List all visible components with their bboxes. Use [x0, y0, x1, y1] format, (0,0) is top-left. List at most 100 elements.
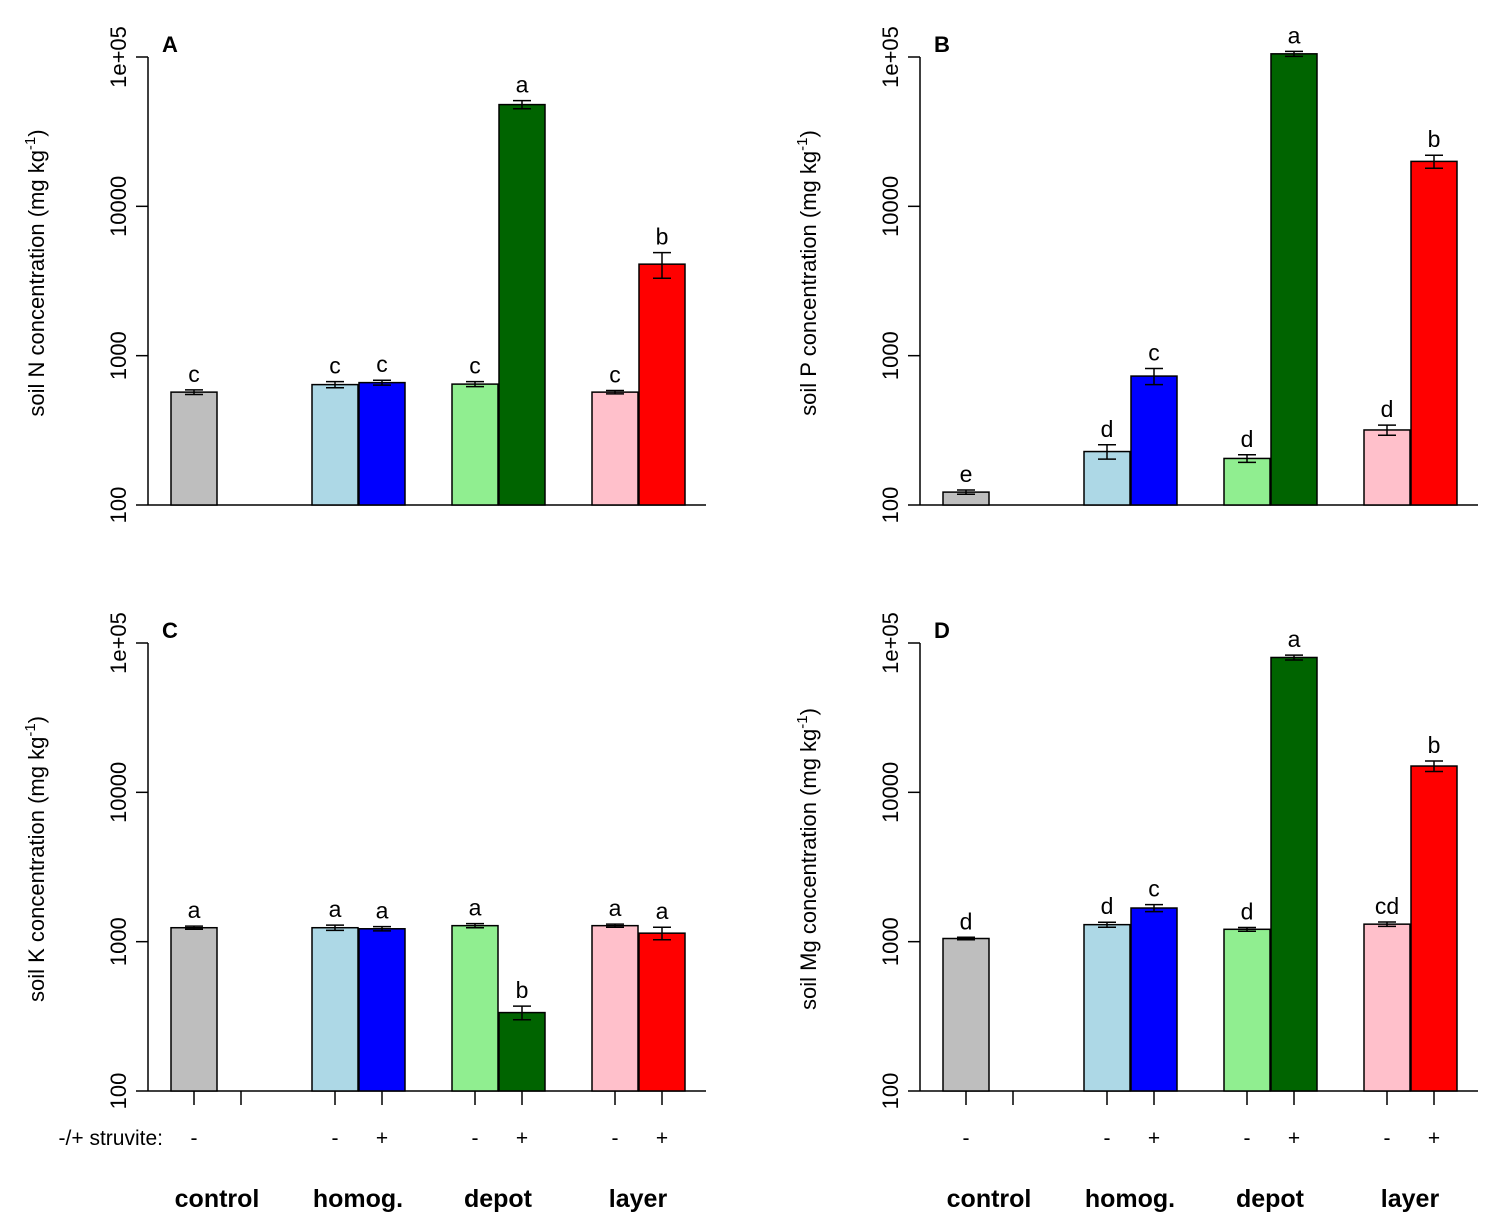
struvite-sign: - [1244, 1127, 1251, 1150]
group-label: layer [609, 1185, 668, 1213]
bar [1223, 928, 1271, 1092]
bar [451, 924, 499, 1092]
struvite-sign: - [1384, 1127, 1391, 1150]
y-tick-label: 10000 [106, 762, 131, 823]
y-tick-label: 100 [106, 487, 131, 524]
group-label: depot [1236, 1185, 1305, 1213]
y-tick-label: 1000 [878, 331, 903, 380]
bar [1410, 160, 1458, 506]
bar [170, 926, 218, 1092]
significance-letter: c [329, 353, 341, 379]
y-axis-label: soil K concentration (mg kg-1) [22, 716, 49, 1002]
panel-b: 100 1000 10000 1e+05 soil P concentration (m… [794, 22, 1478, 523]
significance-letter: d [1241, 898, 1254, 924]
significance-letter: b [656, 224, 669, 250]
panel-label: A [162, 32, 178, 57]
significance-letter: c [609, 361, 621, 387]
bar [498, 103, 546, 506]
significance-letter: a [188, 897, 201, 923]
bar [170, 391, 218, 506]
bar [1363, 923, 1411, 1092]
bar [591, 924, 639, 1092]
group-label: homog. [1085, 1185, 1175, 1213]
bar [1223, 457, 1271, 506]
y-axis-label: soil Mg concentration (mg kg-1) [794, 708, 821, 1010]
y-tick-label: 10000 [106, 176, 131, 237]
struvite-sign: + [1428, 1127, 1440, 1150]
significance-letter: b [1428, 126, 1441, 152]
bar [1410, 765, 1458, 1092]
significance-letter: d [1101, 893, 1114, 919]
struvite-sign: - [963, 1127, 970, 1150]
bar [1270, 53, 1318, 506]
bar [638, 263, 686, 506]
significance-letter: c [469, 353, 481, 379]
y-tick-label: 1e+05 [106, 26, 131, 88]
struvite-sign: - [1104, 1127, 1111, 1150]
struvite-sign: + [656, 1127, 668, 1150]
bar [1130, 907, 1178, 1092]
group-label: homog. [313, 1185, 403, 1213]
bar [1083, 923, 1131, 1092]
struvite-sign: + [1148, 1127, 1160, 1150]
struvite-label: -/+ struvite: [59, 1127, 163, 1150]
significance-letter: a [516, 72, 529, 98]
y-axis-label: soil N concentration (mg kg-1) [22, 129, 49, 416]
bar [311, 383, 359, 506]
significance-letter: c [1148, 876, 1160, 902]
significance-letter: a [609, 895, 622, 921]
significance-letter: d [960, 908, 973, 934]
significance-letter: b [516, 977, 529, 1003]
significance-letter: cd [1375, 893, 1399, 919]
bar [451, 383, 499, 506]
struvite-sign: - [191, 1127, 198, 1150]
significance-letter: d [1381, 396, 1394, 422]
y-tick-label: 10000 [878, 762, 903, 823]
bar [638, 932, 686, 1092]
significance-letter: e [960, 461, 973, 487]
bar [1270, 656, 1318, 1092]
group-label: control [947, 1185, 1032, 1213]
significance-letter: a [1288, 626, 1301, 652]
struvite-sign: + [1288, 1127, 1300, 1150]
panel-label: B [934, 32, 950, 57]
bar [942, 937, 990, 1092]
group-label: control [175, 1185, 260, 1213]
bar [1083, 450, 1131, 506]
panel-a: 100 1000 10000 1e+05 soil N concentration (m… [22, 26, 706, 523]
panel-c: 100 1000 10000 1e+05 soil K concentration (m… [22, 612, 706, 1109]
y-tick-label: 100 [878, 487, 903, 524]
panel-label: D [934, 618, 950, 643]
bar [591, 391, 639, 506]
y-tick-label: 1000 [106, 331, 131, 380]
y-axis-label: soil P concentration (mg kg-1) [794, 130, 821, 416]
y-tick-label: 10000 [878, 176, 903, 237]
significance-letter: a [1288, 22, 1301, 48]
y-tick-label: 1000 [106, 917, 131, 966]
group-label: layer [1381, 1185, 1440, 1213]
struvite-sign: - [612, 1127, 619, 1150]
y-tick-label: 1e+05 [878, 612, 903, 674]
significance-letter: a [469, 895, 482, 921]
y-tick-label: 100 [878, 1073, 903, 1110]
significance-letter: a [656, 898, 669, 924]
significance-letter: d [1241, 426, 1254, 452]
panel-d: 100 1000 10000 1e+05 soil Mg concentration (… [794, 612, 1478, 1109]
struvite-sign: + [376, 1127, 388, 1150]
significance-letter: a [329, 896, 342, 922]
bar [358, 381, 406, 506]
bar [1130, 375, 1178, 506]
significance-letter: c [188, 361, 200, 387]
significance-letter: c [1148, 340, 1160, 366]
y-tick-label: 1000 [878, 917, 903, 966]
group-label: depot [464, 1185, 533, 1213]
y-tick-label: 1e+05 [106, 612, 131, 674]
significance-letter: a [376, 898, 389, 924]
y-tick-label: 100 [106, 1073, 131, 1110]
y-tick-label: 1e+05 [878, 26, 903, 88]
bar [498, 1011, 546, 1092]
struvite-sign: - [472, 1127, 479, 1150]
bottom-axis-labels: -/+ struvite: - - + - + - + control homog. depot la… [59, 1091, 1440, 1213]
struvite-sign: + [516, 1127, 528, 1150]
